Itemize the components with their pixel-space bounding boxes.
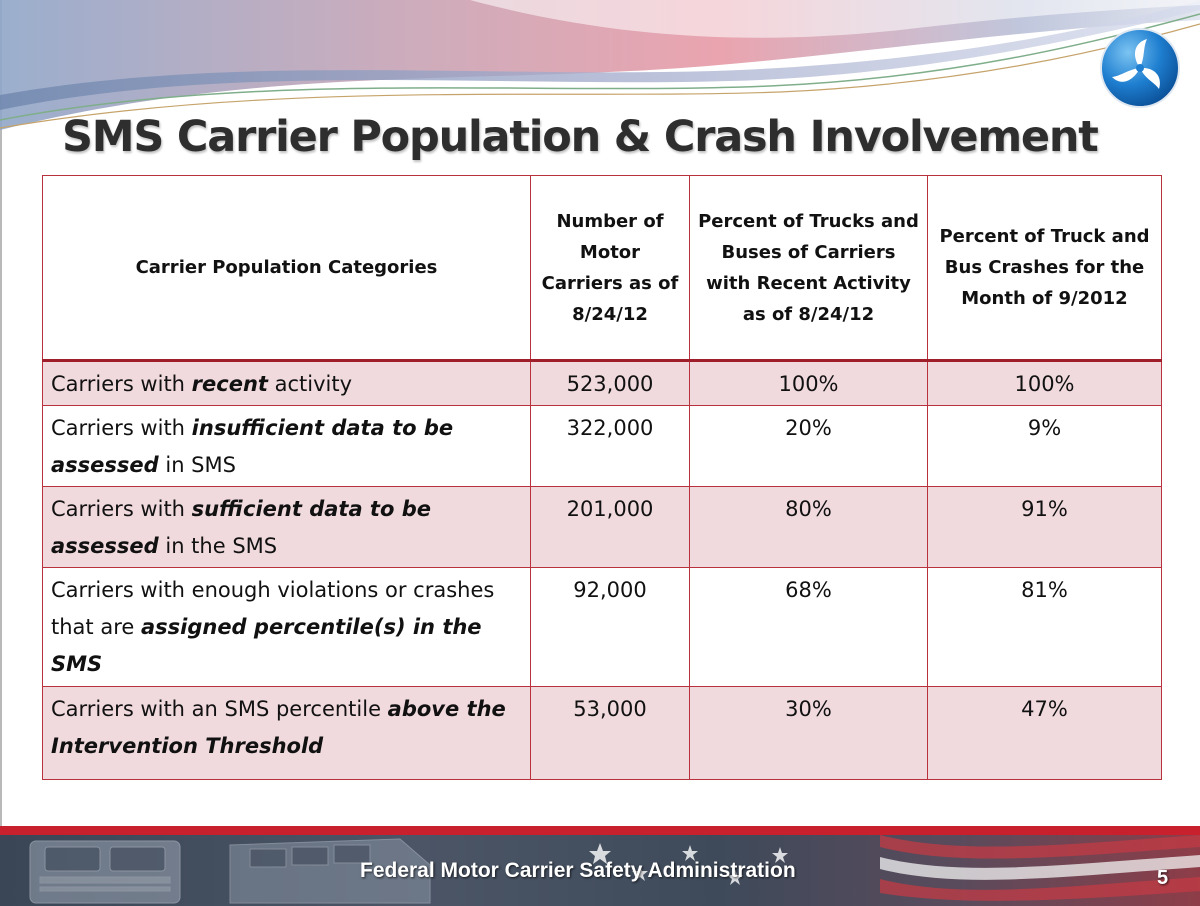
table-row: Carriers with an SMS percentile above th… xyxy=(42,686,1162,780)
slide-title: SMS Carrier Population & Crash Involveme… xyxy=(62,112,1099,162)
footer-banner: Federal Motor Carrier Safety Administrat… xyxy=(0,835,1200,906)
row-carriers: 92,000 xyxy=(530,567,690,687)
category-emphasis: recent xyxy=(191,372,268,396)
header-categories: Carrier Population Categories xyxy=(42,175,531,362)
header-swoosh-decoration xyxy=(0,0,1200,130)
category-emphasis: sufficient data to be assessed xyxy=(51,497,431,558)
row-percent-crashes: 47% xyxy=(927,686,1162,780)
page-number: 5 xyxy=(1157,867,1169,889)
row-category: Carriers with insufficient data to be as… xyxy=(42,405,531,487)
table-row: Carriers with enough violations or crash… xyxy=(42,567,1162,687)
row-category: Carriers with recent activity xyxy=(42,360,531,406)
category-emphasis: assigned percentile(s) in the SMS xyxy=(51,615,482,676)
row-carriers: 201,000 xyxy=(530,486,690,568)
truck-bus-flag-banner xyxy=(29,835,1200,904)
carrier-population-table: Carrier Population Categories Number of … xyxy=(42,175,1162,780)
footer-red-stripe xyxy=(0,826,1200,835)
table-row: Carriers with recent activity 523,000 10… xyxy=(42,360,1162,406)
row-percent-trucks-buses: 30% xyxy=(689,686,928,780)
header-percent-trucks-buses: Percent of Trucks and Buses of Carriers … xyxy=(689,175,928,362)
row-percent-crashes: 9% xyxy=(927,405,1162,487)
table-row: Carriers with insufficient data to be as… xyxy=(42,405,1162,487)
dot-triskelion-logo-icon xyxy=(1100,28,1180,108)
row-percent-crashes: 100% xyxy=(927,360,1162,406)
category-emphasis: above the Intervention Threshold xyxy=(51,697,506,758)
header-carriers-count: Number of Motor Carriers as of 8/24/12 xyxy=(530,175,690,362)
table-row: Carriers with sufficient data to be asse… xyxy=(42,486,1162,568)
row-percent-trucks-buses: 80% xyxy=(689,486,928,568)
row-carriers: 53,000 xyxy=(530,686,690,780)
row-category: Carriers with sufficient data to be asse… xyxy=(42,486,531,568)
category-emphasis: insufficient data to be assessed xyxy=(51,416,454,477)
table-header-row: Carrier Population Categories Number of … xyxy=(42,175,1162,362)
row-category: Carriers with an SMS percentile above th… xyxy=(42,686,531,780)
header-percent-crashes: Percent of Truck and Bus Crashes for the… xyxy=(927,175,1162,362)
footer-agency-name: Federal Motor Carrier Safety Administrat… xyxy=(360,859,796,882)
row-carriers: 523,000 xyxy=(530,360,690,406)
row-percent-trucks-buses: 100% xyxy=(689,360,928,406)
row-percent-crashes: 91% xyxy=(927,486,1162,568)
row-carriers: 322,000 xyxy=(530,405,690,487)
row-percent-trucks-buses: 68% xyxy=(689,567,928,687)
row-percent-crashes: 81% xyxy=(927,567,1162,687)
row-category: Carriers with enough violations or crash… xyxy=(42,567,531,687)
row-percent-trucks-buses: 20% xyxy=(689,405,928,487)
